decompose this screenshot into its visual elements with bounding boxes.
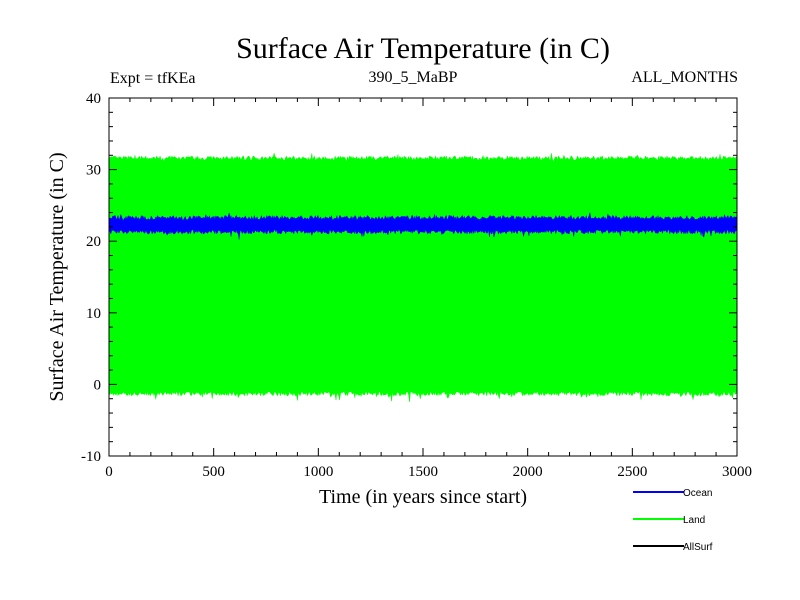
x-axis-label: Time (in years since start)	[319, 486, 527, 508]
y-tick-label: -10	[81, 449, 101, 465]
y-tick-label: 10	[86, 306, 101, 322]
y-tick-label: 0	[94, 377, 102, 393]
x-tick-label: 1000	[303, 464, 333, 480]
legend-label-land: Land	[683, 515, 705, 526]
x-tick-label: 2000	[513, 464, 543, 480]
y-tick-label: 30	[86, 163, 101, 179]
series-layer	[108, 153, 738, 402]
legend: Ocean Land AllSurf	[633, 488, 713, 553]
y-tick-label: 20	[86, 234, 101, 250]
period-label: 390_5_MaBP	[369, 69, 458, 86]
experiment-label: Expt = tfKEa	[110, 70, 195, 87]
x-tick-label: 1500	[408, 464, 438, 480]
chart-title: Surface Air Temperature (in C)	[236, 32, 610, 65]
x-tick-label: 0	[105, 464, 113, 480]
legend-label-allsurf: AllSurf	[683, 542, 713, 553]
legend-label-ocean: Ocean	[683, 488, 712, 499]
series-land-band	[108, 153, 738, 402]
months-label: ALL_MONTHS	[631, 69, 738, 86]
x-tick-label: 500	[202, 464, 225, 480]
x-tick-label: 3000	[722, 464, 752, 480]
x-tick-label: 2500	[617, 464, 647, 480]
y-axis-label: Surface Air Temperature (in C)	[46, 152, 68, 401]
y-tick-label: 40	[86, 91, 101, 107]
